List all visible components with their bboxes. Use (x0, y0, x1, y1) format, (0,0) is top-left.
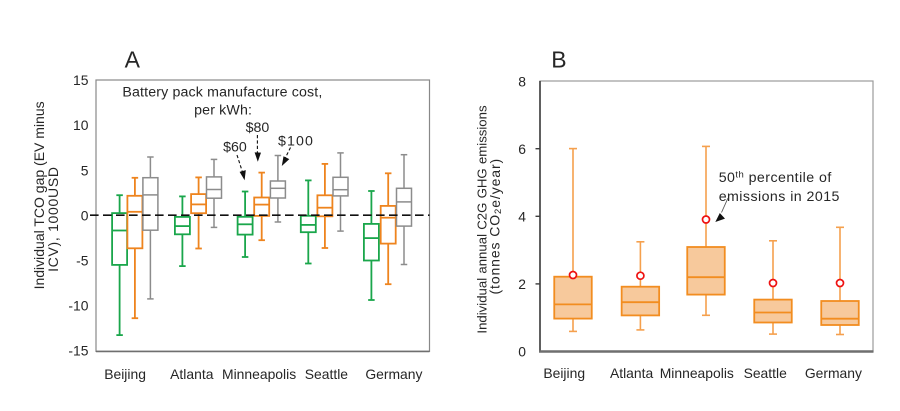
svg-text:$100: $100 (278, 134, 314, 150)
svg-text:Germany: Germany (365, 366, 422, 382)
svg-text:Seattle: Seattle (744, 365, 788, 381)
svg-text:(tonnes CO2e/year): (tonnes CO2e/year) (487, 158, 504, 295)
svg-text:4: 4 (518, 209, 526, 225)
svg-text:-15: -15 (68, 343, 88, 359)
svg-text:2: 2 (518, 276, 526, 292)
svg-text:Individual TCO gap (EV minus: Individual TCO gap (EV minus (31, 101, 47, 289)
svg-text:Atlanta: Atlanta (170, 366, 214, 382)
svg-text:Minneapolis: Minneapolis (222, 366, 296, 382)
svg-text:B: B (551, 47, 566, 73)
svg-text:A: A (125, 47, 141, 73)
svg-text:-10: -10 (68, 298, 88, 314)
svg-text:emissions in 2015: emissions in 2015 (719, 189, 840, 205)
svg-text:0: 0 (81, 207, 89, 223)
svg-text:5: 5 (81, 162, 89, 178)
svg-text:15: 15 (73, 72, 89, 88)
svg-text:ICV), 1000USD: ICV), 1000USD (45, 166, 61, 272)
svg-text:per kWh:: per kWh: (194, 102, 252, 118)
svg-text:10: 10 (73, 117, 89, 133)
svg-text:8: 8 (518, 73, 526, 89)
svg-text:$80: $80 (246, 120, 270, 136)
svg-text:Minneapolis: Minneapolis (660, 365, 734, 381)
svg-text:Germany: Germany (805, 365, 862, 381)
svg-text:Beijing: Beijing (104, 366, 146, 382)
svg-text:Seattle: Seattle (305, 366, 349, 382)
svg-text:$60: $60 (223, 140, 247, 156)
svg-text:6: 6 (518, 141, 526, 157)
svg-text:-5: -5 (76, 253, 89, 269)
svg-text:Individual annual C2G GHG emis: Individual annual C2G GHG emissions (475, 105, 490, 334)
svg-text:Battery pack manufacture cost,: Battery pack manufacture cost, (122, 84, 322, 100)
svg-text:0: 0 (518, 344, 526, 360)
svg-text:50th percentile of: 50th percentile of (719, 170, 832, 187)
svg-text:Atlanta: Atlanta (610, 365, 654, 381)
svg-text:Beijing: Beijing (543, 365, 585, 381)
